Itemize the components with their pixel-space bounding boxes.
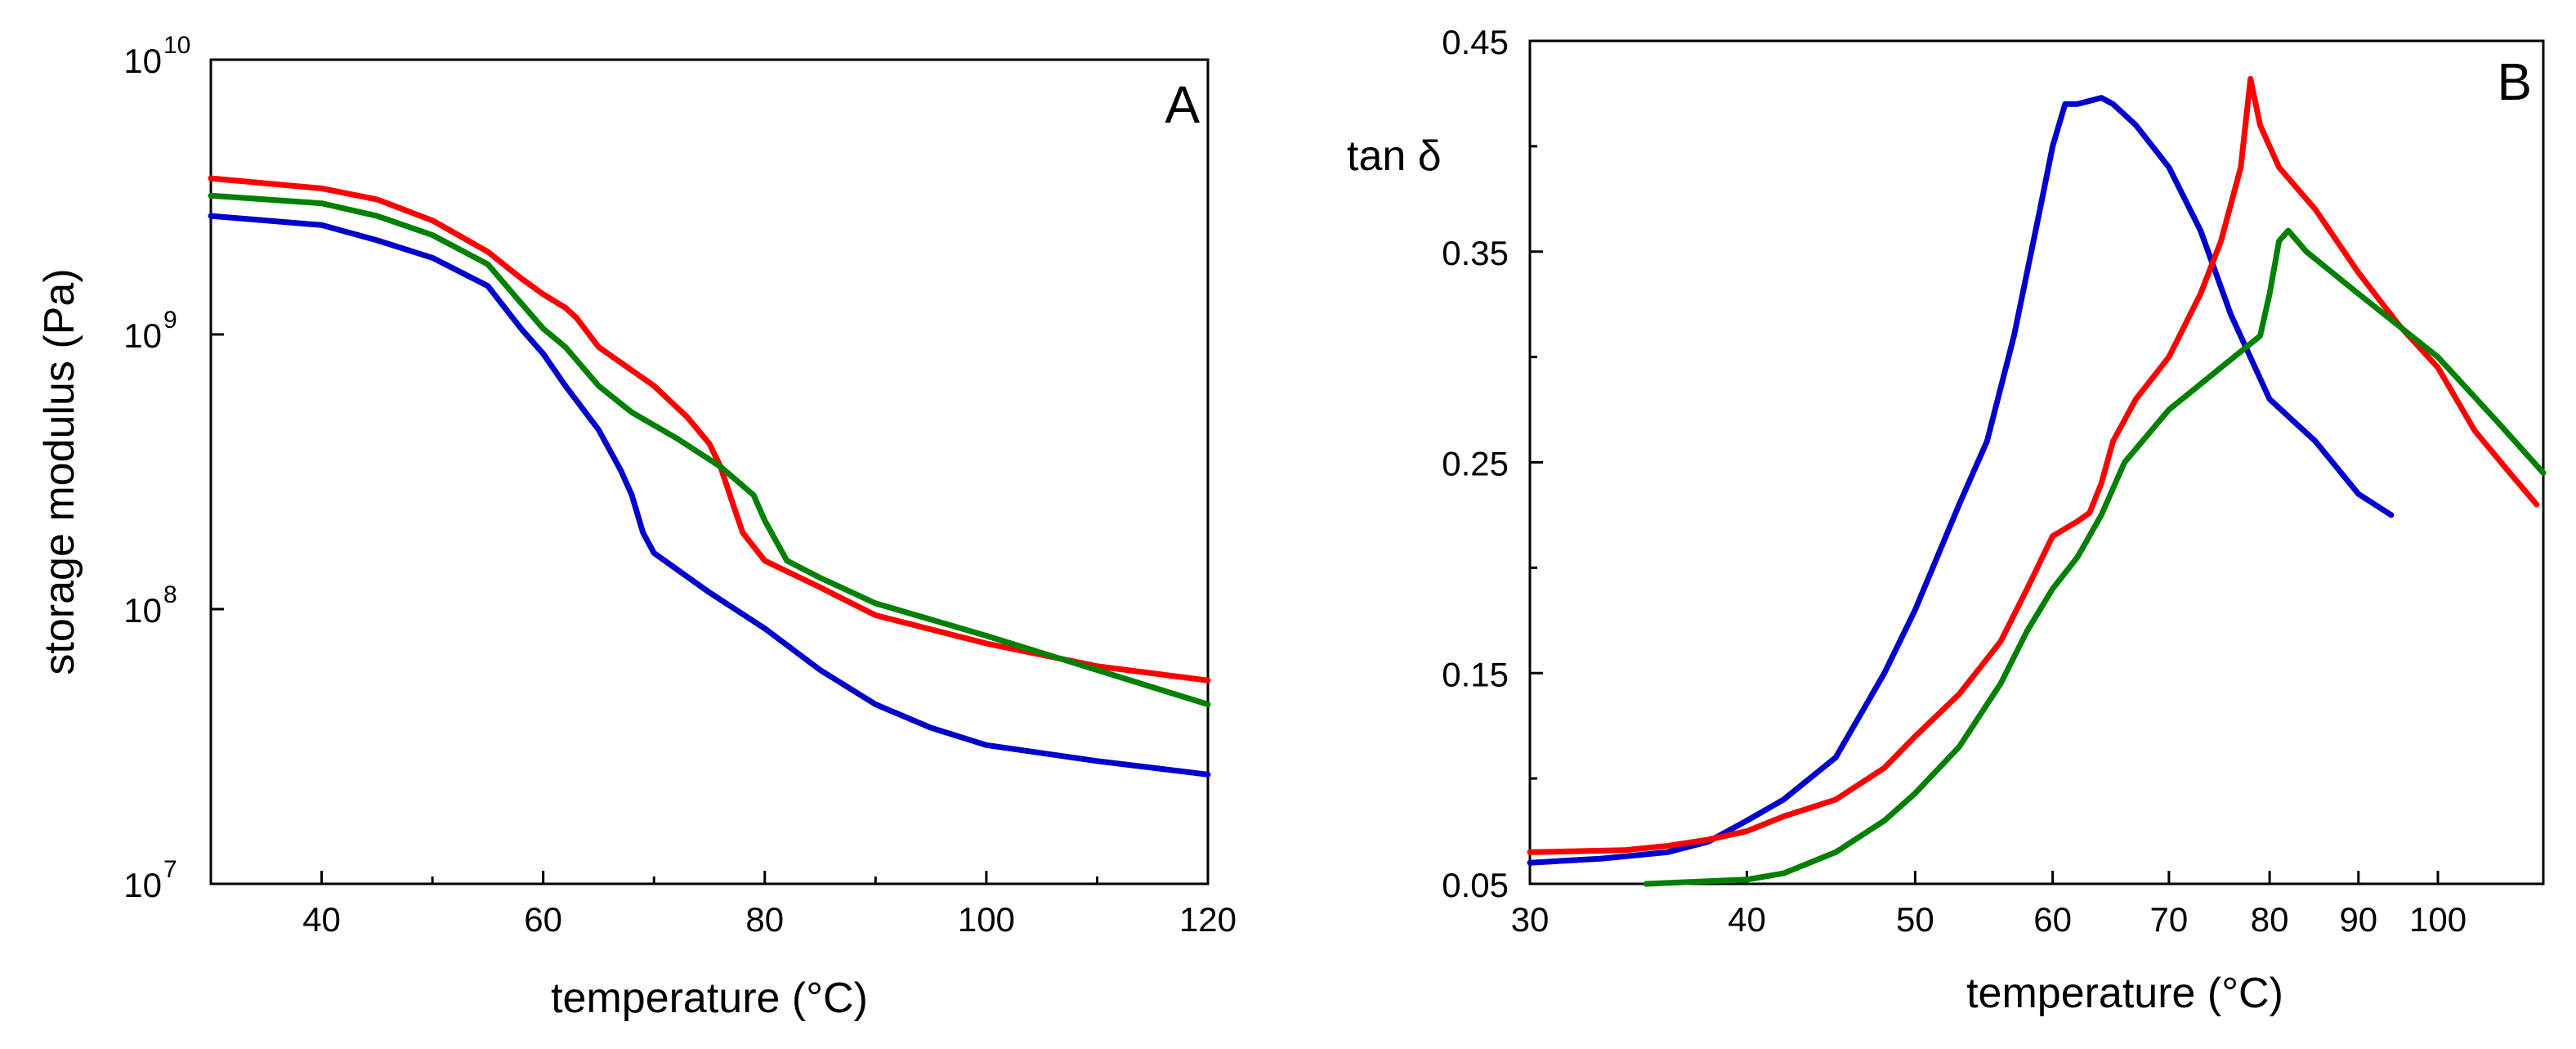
panel-a-x-tick-label: 80 xyxy=(745,900,784,939)
panel-a-y-tick-label: 10 xyxy=(123,591,162,630)
panel-b-x-tick-label: 40 xyxy=(1728,900,1766,939)
panel-b-x-axis-label: temperature (°C) xyxy=(1966,970,2283,1017)
panel-b-x-ticks: 30 40 50 60 70 80 90 100 xyxy=(1511,871,2466,939)
panel-b-series-green xyxy=(1643,227,2547,887)
panel-b-y-tick-label: 0.45 xyxy=(1442,23,1509,61)
panel-a-x-axis-label: temperature (°C) xyxy=(551,975,868,1022)
panel-b-y-tick-label: 0.15 xyxy=(1442,655,1509,693)
panel-b-y-tick-label: 0.25 xyxy=(1442,445,1509,483)
panel-b-x-tick-label: 50 xyxy=(1896,900,1934,939)
panel-b-y-tick-label: 0.35 xyxy=(1442,234,1509,272)
panel-a-x-ticks: 40 60 80 100 120 xyxy=(209,871,1237,939)
panel-b-x-tick-label: 100 xyxy=(2409,900,2466,939)
panel-a-y-tick-label: 10 xyxy=(123,866,162,904)
panel-a-y-axis-label: storage modulus (Pa) xyxy=(36,268,83,675)
panel-b-y-axis-label: tan δ xyxy=(1347,132,1442,180)
panel-a-y-tick-label: 10 xyxy=(123,316,162,355)
panel-a-series-red xyxy=(208,175,1211,684)
panel-b-x-tick-label: 80 xyxy=(2251,900,2289,939)
panel-b-series-blue xyxy=(1527,95,2395,866)
panel-a-y-tick-exponent: 9 xyxy=(163,307,177,334)
panel-a-y-tick-exponent: 10 xyxy=(163,32,190,59)
panel-a-series-green xyxy=(208,192,1211,707)
panel-b-y-ticks: 0.05 0.15 0.25 0.35 0.45 xyxy=(1442,23,1543,904)
panel-a-x-tick-label: 60 xyxy=(524,900,562,939)
panel-a-label: A xyxy=(1165,75,1200,134)
panel-b-x-tick-label: 30 xyxy=(1511,900,1550,939)
panel-a-curves xyxy=(208,175,1211,778)
panel-a-y-tick-exponent: 8 xyxy=(163,581,177,608)
panel-b-x-tick-label: 60 xyxy=(2033,900,2072,939)
panel-a-x-tick-label: 120 xyxy=(1179,900,1237,939)
panel-b-curves xyxy=(1527,75,2547,887)
panel-a-plot-frame xyxy=(209,58,1210,885)
panel-b-series-red xyxy=(1527,75,2540,855)
panel-b-x-tick-label: 70 xyxy=(2150,900,2189,939)
panel-b-x-tick-label: 90 xyxy=(2339,900,2377,939)
panel-a-y-tick-exponent: 7 xyxy=(163,856,177,883)
panel-a-series-blue xyxy=(208,213,1211,778)
panel-a-y-tick-label: 10 xyxy=(123,42,162,80)
panel-b: 30 40 50 60 70 80 90 100 0.05 0.15 0.25 0.35 0.45 B… xyxy=(1347,23,2547,1017)
panel-b-plot-frame xyxy=(1528,39,2545,885)
panel-b-label: B xyxy=(2497,52,2532,111)
panel-b-y-tick-label: 0.05 xyxy=(1442,866,1509,904)
panel-a-x-tick-label: 100 xyxy=(958,900,1015,939)
panel-a-x-tick-label: 40 xyxy=(302,900,341,939)
